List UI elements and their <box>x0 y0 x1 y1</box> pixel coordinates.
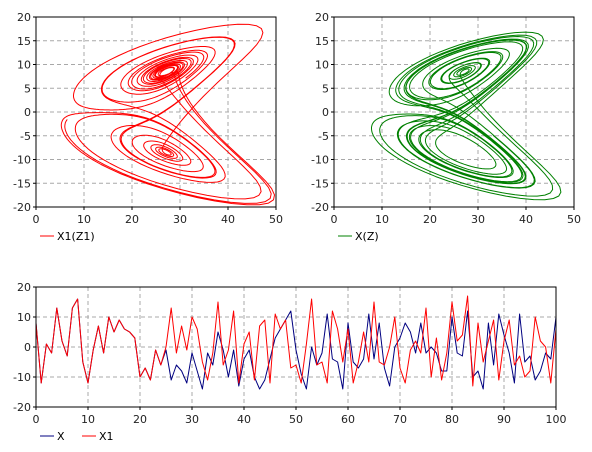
x-tick-label: 100 <box>546 413 567 426</box>
chart-3: 0 10 20 30 40 50 60 70 80 90 100 -20 -10 0 10 20 X X1 <box>13 281 566 443</box>
y-tick-label: 0 <box>322 106 329 119</box>
x-tick-label: 90 <box>497 413 511 426</box>
x-tick-label: 50 <box>567 213 581 226</box>
x-tick-label: 60 <box>341 413 355 426</box>
y-tick-label: 15 <box>17 35 31 48</box>
chart-1-legend-label: X1(Z1) <box>57 230 95 243</box>
chart-3-series <box>35 295 557 390</box>
x-tick-label: 80 <box>445 413 459 426</box>
chart-2-legend: X(Z) <box>338 230 379 243</box>
y-tick-label: -20 <box>13 401 31 414</box>
x-tick-label: 10 <box>77 213 91 226</box>
x-tick-label: 50 <box>269 213 283 226</box>
y-tick-label: 5 <box>24 82 31 95</box>
y-tick-label: 10 <box>17 311 31 324</box>
x-tick-label: 70 <box>393 413 407 426</box>
chart-1-ticks: 0 10 20 30 40 50 -20 -15 -10 -5 0 5 10 15 20 <box>13 11 283 226</box>
chart-2-legend-label: X(Z) <box>355 230 379 243</box>
x-tick-label: 40 <box>237 413 251 426</box>
y-tick-label: 10 <box>17 59 31 72</box>
series-line-X(Z) <box>371 31 562 201</box>
y-tick-label: 5 <box>322 82 329 95</box>
chart-1-series <box>60 23 275 206</box>
x-tick-label: 0 <box>33 413 40 426</box>
y-tick-label: 0 <box>24 341 31 354</box>
y-tick-label: -10 <box>13 371 31 384</box>
chart-2-ticks: 0 10 20 30 40 50 -20 -15 -10 -5 0 5 10 15 20 <box>311 11 581 226</box>
chart-3-legend-label-x: X <box>57 430 65 443</box>
y-tick-label: -5 <box>20 130 31 143</box>
y-tick-label: 15 <box>315 35 329 48</box>
chart-2: 0 10 20 30 40 50 -20 -15 -10 -5 0 5 10 15 20 X(Z) <box>311 11 581 243</box>
series-line-X1(Z1) <box>60 23 275 206</box>
x-tick-label: 30 <box>185 413 199 426</box>
x-tick-label: 20 <box>125 213 139 226</box>
y-tick-label: -15 <box>13 177 31 190</box>
y-tick-label: 20 <box>17 11 31 24</box>
x-tick-label: 10 <box>81 413 95 426</box>
chart-3-ticks: 0 10 20 30 40 50 60 70 80 90 100 -20 -10 0 10 20 <box>13 281 566 426</box>
y-tick-label: -20 <box>13 201 31 214</box>
y-tick-label: 20 <box>17 281 31 294</box>
x-tick-label: 20 <box>133 413 147 426</box>
x-tick-label: 40 <box>519 213 533 226</box>
x-tick-label: 30 <box>173 213 187 226</box>
x-tick-label: 30 <box>471 213 485 226</box>
y-tick-label: -10 <box>311 154 329 167</box>
x-tick-label: 10 <box>375 213 389 226</box>
chart-2-series <box>371 31 562 201</box>
y-tick-label: -20 <box>311 201 329 214</box>
chart-3-legend: X X1 <box>40 430 114 443</box>
chart-1-legend: X1(Z1) <box>40 230 95 243</box>
x-tick-label: 0 <box>331 213 338 226</box>
series-line-X1 <box>35 295 557 387</box>
x-tick-label: 0 <box>33 213 40 226</box>
y-tick-label: 10 <box>315 59 329 72</box>
y-tick-label: 20 <box>315 11 329 24</box>
chart-1: 0 10 20 30 40 50 -20 -15 -10 -5 0 5 10 15 20 X1(Z1) <box>13 11 283 243</box>
x-tick-label: 50 <box>289 413 303 426</box>
y-tick-label: -5 <box>318 130 329 143</box>
y-tick-label: -10 <box>13 154 31 167</box>
x-tick-label: 40 <box>221 213 235 226</box>
x-tick-label: 20 <box>423 213 437 226</box>
y-tick-label: 0 <box>24 106 31 119</box>
chart-3-legend-label-x1: X1 <box>99 430 114 443</box>
y-tick-label: -15 <box>311 177 329 190</box>
